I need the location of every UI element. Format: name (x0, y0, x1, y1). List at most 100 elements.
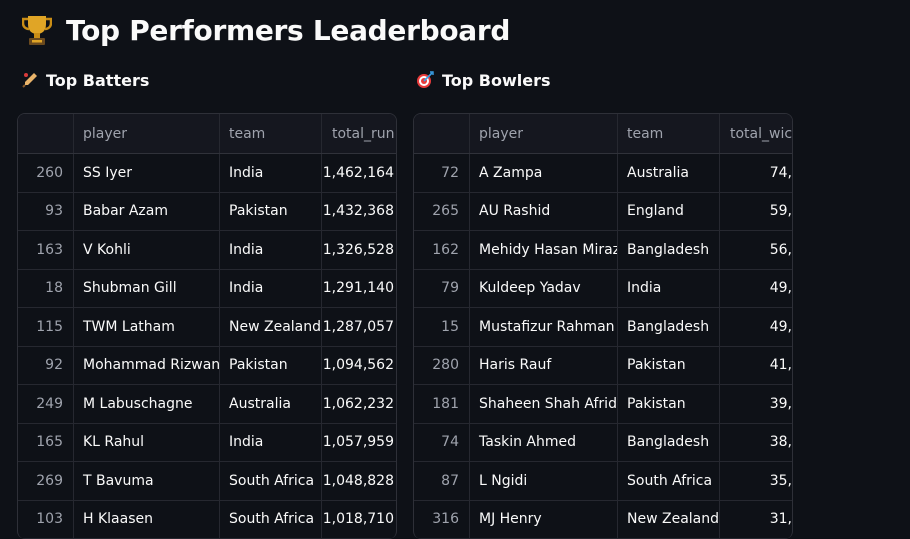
row-index[interactable]: 316 (414, 501, 470, 539)
row-index[interactable]: 265 (414, 193, 470, 231)
team-cell[interactable]: India (220, 154, 322, 192)
player-cell[interactable]: Taskin Ahmed (470, 424, 618, 462)
row-index[interactable]: 79 (414, 270, 470, 308)
row-index[interactable]: 280 (414, 347, 470, 385)
value-cell[interactable]: 1,432,368 (322, 193, 394, 231)
value-cell[interactable]: 1,291,140 (322, 270, 394, 308)
row-index[interactable]: 15 (414, 308, 470, 346)
row-index[interactable]: 249 (18, 385, 74, 423)
player-cell[interactable]: Shaheen Shah Afridi (470, 385, 618, 423)
team-cell[interactable]: South Africa (618, 462, 720, 500)
row-index[interactable]: 74 (414, 424, 470, 462)
row-index[interactable]: 260 (18, 154, 74, 192)
value-cell[interactable]: 39, (720, 385, 792, 423)
row-index[interactable]: 163 (18, 231, 74, 269)
team-cell[interactable]: India (220, 270, 322, 308)
column-header-team[interactable]: team (618, 114, 720, 153)
player-cell[interactable]: AU Rashid (470, 193, 618, 231)
player-cell[interactable]: Babar Azam (74, 193, 220, 231)
team-cell[interactable]: South Africa (220, 501, 322, 539)
value-cell[interactable]: 1,057,959 (322, 424, 394, 462)
team-cell[interactable]: England (618, 193, 720, 231)
team-cell[interactable]: Pakistan (220, 193, 322, 231)
row-index[interactable]: 269 (18, 462, 74, 500)
team-cell[interactable]: Bangladesh (618, 231, 720, 269)
row-index[interactable]: 181 (414, 385, 470, 423)
player-cell[interactable]: Shubman Gill (74, 270, 220, 308)
player-cell[interactable]: Kuldeep Yadav (470, 270, 618, 308)
team-cell[interactable]: Australia (220, 385, 322, 423)
player-cell[interactable]: SS Iyer (74, 154, 220, 192)
row-index[interactable]: 72 (414, 154, 470, 192)
value-cell[interactable]: 31, (720, 501, 792, 539)
team-cell[interactable]: India (618, 270, 720, 308)
team-cell[interactable]: Australia (618, 154, 720, 192)
column-header-player[interactable]: player (74, 114, 220, 153)
column-header-index[interactable] (414, 114, 470, 153)
team-cell[interactable]: Pakistan (220, 347, 322, 385)
player-cell[interactable]: A Zampa (470, 154, 618, 192)
player-cell[interactable]: M Labuschagne (74, 385, 220, 423)
value-cell[interactable]: 56, (720, 231, 792, 269)
value-cell[interactable]: 59, (720, 193, 792, 231)
value-cell[interactable]: 1,094,562 (322, 347, 394, 385)
value-cell[interactable]: 35, (720, 462, 792, 500)
value-cell[interactable]: 41, (720, 347, 792, 385)
column-header-index[interactable] (18, 114, 74, 153)
value-cell[interactable]: 74, (720, 154, 792, 192)
value-cell[interactable]: 49, (720, 308, 792, 346)
column-header-team[interactable]: team (220, 114, 322, 153)
team-cell[interactable]: India (220, 424, 322, 462)
row-index[interactable]: 162 (414, 231, 470, 269)
value-cell[interactable]: 1,462,164 (322, 154, 394, 192)
player-cell[interactable]: T Bavuma (74, 462, 220, 500)
column-header-total-wickets[interactable]: total_wick (720, 114, 792, 153)
bowlers-table[interactable]: player team total_wick 72A ZampaAustrali… (413, 113, 793, 539)
value-cell[interactable]: 1,048,828 (322, 462, 394, 500)
team-cell[interactable]: Pakistan (618, 347, 720, 385)
row-index[interactable]: 165 (18, 424, 74, 462)
value-cell[interactable]: 49, (720, 270, 792, 308)
player-cell[interactable]: Mehidy Hasan Miraz (470, 231, 618, 269)
team-cell[interactable]: Bangladesh (618, 308, 720, 346)
row-index[interactable]: 115 (18, 308, 74, 346)
value-cell[interactable]: 1,326,528 (322, 231, 394, 269)
row-index[interactable]: 87 (414, 462, 470, 500)
team-cell[interactable]: New Zealand (220, 308, 322, 346)
player-cell[interactable]: Mohammad Rizwan (74, 347, 220, 385)
value-cell[interactable]: 1,018,710 (322, 501, 394, 539)
player-cell[interactable]: L Ngidi (470, 462, 618, 500)
team-cell[interactable]: India (220, 231, 322, 269)
team-cell[interactable]: Bangladesh (618, 424, 720, 462)
player-cell[interactable]: KL Rahul (74, 424, 220, 462)
row-index[interactable]: 93 (18, 193, 74, 231)
player-cell[interactable]: H Klaasen (74, 501, 220, 539)
team-cell[interactable]: South Africa (220, 462, 322, 500)
team-cell[interactable]: Pakistan (618, 385, 720, 423)
value-cell[interactable]: 1,287,057 (322, 308, 394, 346)
player-cell[interactable]: TWM Latham (74, 308, 220, 346)
player-cell[interactable]: MJ Henry (470, 501, 618, 539)
column-header-total-runs[interactable]: total_runs (322, 114, 394, 153)
value-cell[interactable]: 38, (720, 424, 792, 462)
row-index[interactable]: 18 (18, 270, 74, 308)
value-cell[interactable]: 1,062,232 (322, 385, 394, 423)
